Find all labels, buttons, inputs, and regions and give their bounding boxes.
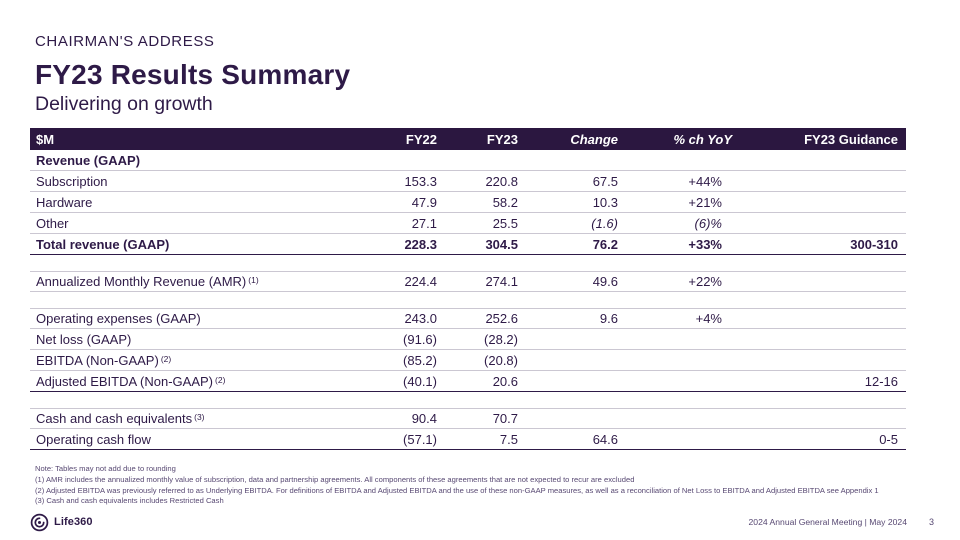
cell-fy22: (85.2) [403,352,437,368]
cell-fy23: (28.2) [484,331,518,347]
table-row: Revenue (GAAP) [30,150,906,171]
cell-fy23: 220.8 [485,173,518,189]
cell-change: 67.5 [592,173,618,189]
cell-fy22: 224.4 [404,274,437,289]
table-row: Total revenue (GAAP) 228.3 304.5 76.2 +3… [30,234,906,255]
cell-fy22: (40.1) [403,373,437,389]
table-row: Subscription 153.3 220.8 67.5 +44% [30,171,906,192]
footer-right: 2024 Annual General Meeting | May 2024 3 [749,517,934,527]
cell-yoy: +22% [688,274,722,289]
table-row: Other 27.1 25.5 (1.6) (6)% [30,213,906,234]
cell-fy23: 7.5 [499,431,518,447]
cell-yoy: +4% [695,311,722,326]
col-header-guidance: FY23 Guidance [804,131,898,147]
table-row: EBITDA (Non-GAAP) (2) (85.2) (20.8) [30,350,906,371]
row-label: Hardware [36,194,93,210]
row-label: EBITDA (Non-GAAP) (2) [36,352,172,368]
cell-fy22: 27.1 [411,215,437,231]
table-row: Operating cash flow (57.1) 7.5 64.6 0-5 [30,429,906,450]
col-header-yoy: % ch YoY [673,131,732,147]
cell-fy22: 153.3 [404,173,437,189]
table-gap [30,292,906,308]
col-header-fy22: FY22 [405,131,437,147]
row-label: Operating expenses (GAAP) [36,311,201,326]
table-body: Revenue (GAAP) Subscription 153.3 220.8 … [30,150,906,450]
footnote-note: Note: Tables may not add due to rounding [35,464,176,473]
table-row: Hardware 47.9 58.2 10.3 +21% [30,192,906,213]
life360-logo: Life360 [30,513,93,532]
footnote-3: (3) Cash and cash equivalents includes R… [35,496,224,506]
cell-guidance: 0-5 [879,431,898,447]
results-table: $M FY22 FY23 Change % ch YoY FY23 Guidan… [30,128,906,450]
cell-change: 76.2 [592,236,618,252]
cell-yoy: +44% [688,173,722,189]
cell-fy22: 90.4 [411,411,437,426]
row-label: Net loss (GAAP) [36,331,132,347]
cell-change: 10.3 [592,194,618,210]
row-label: Total revenue (GAAP) [36,236,170,252]
cell-fy22: 228.3 [404,236,437,252]
row-label: Operating cash flow [36,431,151,447]
cell-fy23: 58.2 [492,194,518,210]
table-row: Cash and cash equivalents (3) 90.4 70.7 [30,408,906,429]
page-number: 3 [928,517,934,527]
col-header-metric: $M [36,131,55,147]
cell-yoy: +21% [688,194,722,210]
row-label: Revenue (GAAP) [36,152,141,168]
cell-fy22: 243.0 [404,311,437,326]
footnotes-block: Note: Tables may not add due to rounding… [35,464,930,507]
cell-fy22: (91.6) [403,331,437,347]
table-row: Operating expenses (GAAP) 243.0 252.6 9.… [30,308,906,329]
cell-fy23: 20.6 [492,373,518,389]
cell-fy23: (20.8) [484,352,518,368]
meeting-label: 2024 Annual General Meeting | May 2024 [748,517,907,527]
table-header-row: $M FY22 FY23 Change % ch YoY FY23 Guidan… [30,128,906,150]
row-label: Other [36,215,69,231]
cell-change: 49.6 [592,274,618,289]
footnote-marker: (2) [215,374,226,385]
cell-fy23: 25.5 [492,215,518,231]
table-gap [30,255,906,271]
page-title: FY23 Results Summary [35,59,351,90]
cell-yoy: (6)% [694,215,722,231]
cell-fy22: (57.1) [403,431,437,447]
table-row: Annualized Monthly Revenue (AMR) (1) 224.… [30,271,906,292]
row-label: Adjusted EBITDA (Non-GAAP) (2) [36,373,226,389]
footnote-1: (1) AMR includes the annualized monthly … [35,474,635,484]
cell-fy23: 304.5 [485,236,518,252]
col-header-fy23: FY23 [486,131,518,147]
cell-change: 9.6 [599,311,618,326]
table-gap [30,392,906,408]
eyebrow-label: CHAIRMAN'S ADDRESS [35,33,215,50]
cell-fy23: 252.6 [485,311,518,326]
cell-fy23: 274.1 [485,274,518,289]
col-header-change: Change [570,131,618,147]
row-label: Subscription [36,173,108,189]
footnote-2: (2) Adjusted EBITDA was previously refer… [35,485,879,495]
table-row: Net loss (GAAP) (91.6) (28.2) [30,329,906,350]
life360-pin-icon [30,513,49,532]
cell-change: (1.6) [591,215,618,231]
cell-guidance: 12-16 [864,373,898,389]
page-subtitle: Delivering on growth [35,93,213,115]
cell-change: 64.6 [592,431,618,447]
slide-footer: Life360 2024 Annual General Meeting | Ma… [30,512,934,532]
footnote-marker: (2) [160,353,172,364]
footnote-marker: (3) [194,412,205,422]
cell-fy23: 70.7 [492,411,518,426]
table-row: Adjusted EBITDA (Non-GAAP) (2) (40.1) 20.… [30,371,906,392]
cell-guidance: 300-310 [850,236,898,252]
row-label: Cash and cash equivalents (3) [36,411,205,426]
footnote-marker: (1) [248,275,259,285]
row-label: Annualized Monthly Revenue (AMR) (1) [36,274,259,289]
cell-fy22: 47.9 [411,194,437,210]
logo-wordmark: Life360 [54,516,93,528]
cell-yoy: +33% [688,236,722,252]
